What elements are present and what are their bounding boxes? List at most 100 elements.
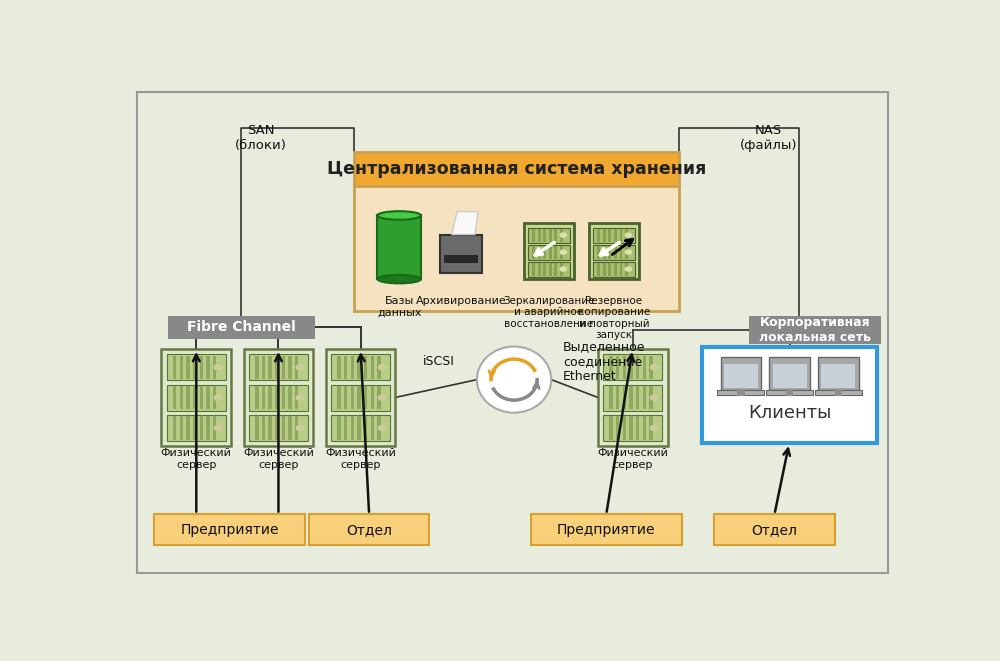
Bar — [337, 356, 341, 379]
Text: Предприятие: Предприятие — [180, 523, 279, 537]
Bar — [603, 354, 662, 381]
Bar — [625, 229, 628, 242]
Bar — [351, 386, 354, 409]
Bar — [168, 316, 315, 339]
Bar — [593, 245, 635, 260]
Bar — [249, 354, 308, 381]
Bar — [364, 386, 367, 409]
Bar — [326, 349, 395, 446]
Bar — [821, 364, 855, 387]
Bar — [161, 349, 231, 446]
Bar — [554, 262, 557, 276]
Bar — [528, 245, 570, 260]
Bar — [538, 229, 541, 242]
Bar — [714, 514, 835, 545]
Bar — [180, 356, 183, 379]
Bar — [357, 356, 361, 379]
Bar — [337, 386, 341, 409]
Bar — [629, 356, 633, 379]
Bar — [603, 262, 606, 276]
Bar — [354, 151, 679, 186]
Bar — [173, 386, 176, 409]
Bar — [331, 415, 390, 441]
Bar — [282, 356, 285, 379]
Bar — [593, 227, 635, 243]
Bar — [206, 386, 210, 409]
Text: Зеркалирование
и аварийное
восстановление: Зеркалирование и аварийное восстановлени… — [503, 295, 595, 329]
Bar — [193, 356, 196, 379]
Bar — [377, 416, 381, 440]
Bar — [560, 262, 563, 276]
Bar — [180, 386, 183, 409]
Bar — [603, 385, 662, 411]
Bar — [614, 229, 617, 242]
Bar — [593, 262, 635, 276]
Bar — [532, 262, 535, 276]
Bar — [255, 356, 259, 379]
Bar — [737, 389, 745, 396]
Bar — [623, 416, 626, 440]
Bar — [538, 246, 541, 258]
Bar — [154, 514, 305, 545]
Circle shape — [625, 233, 631, 237]
Bar — [643, 416, 646, 440]
Bar — [524, 223, 574, 279]
Bar — [444, 255, 478, 262]
Bar — [531, 514, 682, 545]
Bar — [344, 356, 347, 379]
Text: iSCSI: iSCSI — [423, 356, 455, 368]
Bar — [609, 386, 613, 409]
Bar — [549, 229, 552, 242]
Bar — [377, 386, 381, 409]
Text: NAS
(файлы): NAS (файлы) — [740, 124, 797, 152]
Bar — [371, 416, 374, 440]
Bar — [200, 416, 203, 440]
Bar — [262, 356, 265, 379]
Ellipse shape — [377, 212, 421, 219]
Polygon shape — [452, 212, 478, 235]
Circle shape — [378, 395, 386, 400]
Bar — [206, 416, 210, 440]
Circle shape — [560, 250, 566, 254]
Bar — [295, 416, 298, 440]
Bar — [364, 416, 367, 440]
Bar — [815, 390, 862, 395]
Bar — [357, 386, 361, 409]
Bar — [200, 356, 203, 379]
Bar — [773, 364, 807, 387]
Bar — [262, 386, 265, 409]
Bar — [288, 416, 292, 440]
Bar — [623, 356, 626, 379]
Bar — [597, 246, 600, 258]
Bar — [835, 389, 842, 396]
Bar — [629, 416, 633, 440]
Bar — [614, 246, 617, 258]
Bar — [371, 386, 374, 409]
Bar — [186, 416, 190, 440]
Text: Архивирование: Архивирование — [416, 295, 506, 305]
Bar — [643, 356, 646, 379]
Text: SAN
(блоки): SAN (блоки) — [235, 124, 287, 152]
Bar — [193, 386, 196, 409]
Ellipse shape — [377, 275, 421, 284]
Bar — [532, 229, 535, 242]
Bar — [344, 416, 347, 440]
Bar — [616, 356, 619, 379]
Bar — [377, 356, 381, 379]
Bar — [818, 357, 859, 390]
Bar — [608, 246, 611, 258]
Circle shape — [296, 426, 304, 430]
Bar — [255, 386, 259, 409]
Bar — [749, 316, 881, 344]
Bar — [268, 386, 272, 409]
Text: Физический
сервер: Физический сервер — [325, 448, 396, 470]
Bar — [597, 262, 600, 276]
Circle shape — [214, 395, 222, 400]
Bar — [616, 386, 619, 409]
Bar — [268, 356, 272, 379]
Bar — [173, 416, 176, 440]
Bar — [255, 416, 259, 440]
Circle shape — [625, 267, 631, 271]
Bar — [275, 386, 278, 409]
Text: Выделенное
соединение
Ethernet: Выделенное соединение Ethernet — [563, 340, 645, 383]
